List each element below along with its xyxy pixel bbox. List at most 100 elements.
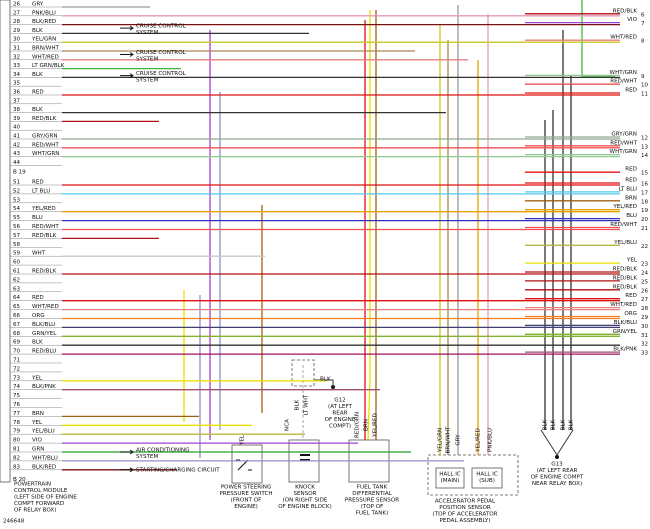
pin-number: 28 xyxy=(13,19,21,25)
pin-number: 69 xyxy=(13,340,21,346)
wire-color-label: WHT/GRN xyxy=(32,151,59,157)
pin-number: 29 xyxy=(641,315,649,321)
module-label: OF RELAY BOX) xyxy=(14,508,56,514)
pin-number: 54 xyxy=(13,206,21,212)
pin-number: 42 xyxy=(13,142,20,148)
arrow xyxy=(120,449,134,455)
arrow xyxy=(120,52,134,57)
wire-color-label: YEL/BLU xyxy=(613,240,637,246)
wire-color-label: RED xyxy=(625,167,637,173)
wire-color-label: GRN/YEL xyxy=(32,331,57,337)
pin-number: 21 xyxy=(641,226,649,232)
pin-number: 17 xyxy=(641,190,649,196)
wire-color-label: VIO xyxy=(627,17,637,23)
wire-color-label: LT WHT xyxy=(304,394,310,415)
pin-number: 79 xyxy=(13,429,21,435)
wire-color-label: RED/WHT xyxy=(610,79,637,85)
pin-number: 75 xyxy=(13,393,21,399)
component-label: COMPT) xyxy=(329,424,351,430)
wire-color-label: BLK/RED xyxy=(32,464,56,470)
wire-color-label: RED/BLK xyxy=(32,233,57,239)
pin-number: 72 xyxy=(13,366,20,372)
component-label: OF ENGINE xyxy=(325,417,356,423)
arrow xyxy=(120,467,134,473)
pin-number: 80 xyxy=(13,438,21,444)
pin-number: 25 xyxy=(641,279,649,285)
pin-number: 22 xyxy=(641,244,648,250)
wire-color-label: BLK xyxy=(543,419,549,430)
pin-number: 9 xyxy=(641,74,645,80)
pin-number: 23 xyxy=(641,262,649,268)
wire-color-label: BLK xyxy=(295,399,301,410)
wire-color-label: RED/BLK xyxy=(613,8,638,14)
pin-number: 26 xyxy=(641,288,649,294)
component-label: POSITION SENSOR xyxy=(439,505,491,511)
component-label: DIFFERENTIAL xyxy=(352,491,392,497)
component-label: NEAR RELAY BOX) xyxy=(532,481,582,487)
system-label: CRUISE CONTROL xyxy=(136,50,187,56)
wire-color-label: PNK/BLU xyxy=(488,428,494,452)
wire-color-label: BLK/RED xyxy=(32,19,56,25)
component-label: (FRONT OF xyxy=(231,498,262,504)
component-label: (TOP OF xyxy=(361,504,384,510)
pin-number: 14 xyxy=(641,153,649,159)
system-label: CRUISE CONTROL xyxy=(136,24,187,30)
component-label: OF ENGINE COMPT xyxy=(531,475,584,481)
wire-color-label: RED xyxy=(625,178,637,184)
module-label: POWERTRAIN xyxy=(14,482,51,488)
wire-color-label: YEL/RED xyxy=(476,428,482,453)
pin-number: 81 xyxy=(13,447,21,453)
wire-color-label: GRY/GRN xyxy=(32,134,58,140)
pin-number: 32 xyxy=(13,54,20,60)
wire-color-label: BLU xyxy=(32,215,43,221)
wire-color-label: RED xyxy=(32,180,44,186)
wire-color-label: BLK xyxy=(569,419,575,430)
wire-color-label: BLK xyxy=(32,72,43,78)
pin-number: 77 xyxy=(13,411,21,417)
component-label: PRESSURE SWITCH xyxy=(219,491,272,497)
wire-color-label: YEL xyxy=(31,420,43,426)
component-label: ACCELERATOR PEDAL xyxy=(435,499,496,505)
wire-color-label: YEL/RED xyxy=(31,206,56,212)
wire-color-label: GRY/GRN xyxy=(611,132,637,138)
pin-number: 33 xyxy=(641,351,649,357)
pin-number: 19 xyxy=(641,208,649,214)
wire-color-label: RED/BLK xyxy=(613,267,638,273)
pin-number: 26 xyxy=(13,2,21,8)
component-label: ENGINE) xyxy=(234,504,258,510)
wire-color-label: WHT/GRN xyxy=(610,149,637,155)
wire-color-label: WHT/RED xyxy=(32,304,59,310)
arrow xyxy=(120,73,134,79)
wire-color-label: RED xyxy=(32,295,44,301)
wire-color-label: RED/WHT xyxy=(32,224,59,230)
pin-number: 32 xyxy=(641,342,648,348)
wire-color-label: BRN xyxy=(364,419,370,431)
system-label: SYSTEM xyxy=(136,57,158,63)
pin-number: 20 xyxy=(641,217,649,223)
pin-number: 33 xyxy=(13,63,21,69)
component-label: (TOP OF ACCELERATOR xyxy=(432,512,497,518)
pin-number: 55 xyxy=(13,215,21,221)
pin-number: 6 xyxy=(641,12,645,18)
wire-color-label: WHT xyxy=(32,251,46,257)
component-label: FUEL TANK xyxy=(357,485,388,491)
component-label: FUEL TANK) xyxy=(356,511,389,517)
system-label: CRUISE CONTROL xyxy=(136,71,187,77)
pin-number: 43 xyxy=(13,151,21,157)
module-label: COMPT FORWARD xyxy=(14,501,64,507)
pin-number: 40 xyxy=(13,125,21,131)
component-label: POWER STEERING xyxy=(221,485,272,491)
wire-color-label: WHT/RED xyxy=(610,302,637,308)
wire-color-label: NCA xyxy=(285,419,291,431)
wire-color-label: BRN xyxy=(32,411,44,417)
pin-number: 41 xyxy=(13,134,21,140)
pin-number: 37 xyxy=(13,98,21,104)
pin-number: 31 xyxy=(641,333,649,339)
wire-color-label: PNK/BLU xyxy=(32,10,56,16)
wire-color-label: BLK/PNK xyxy=(32,384,56,390)
component-label: G12 xyxy=(334,398,345,404)
wire-color-label: BLK/BLU xyxy=(614,320,637,326)
pin-number: 27 xyxy=(13,10,21,16)
pin-number: 68 xyxy=(13,331,21,337)
